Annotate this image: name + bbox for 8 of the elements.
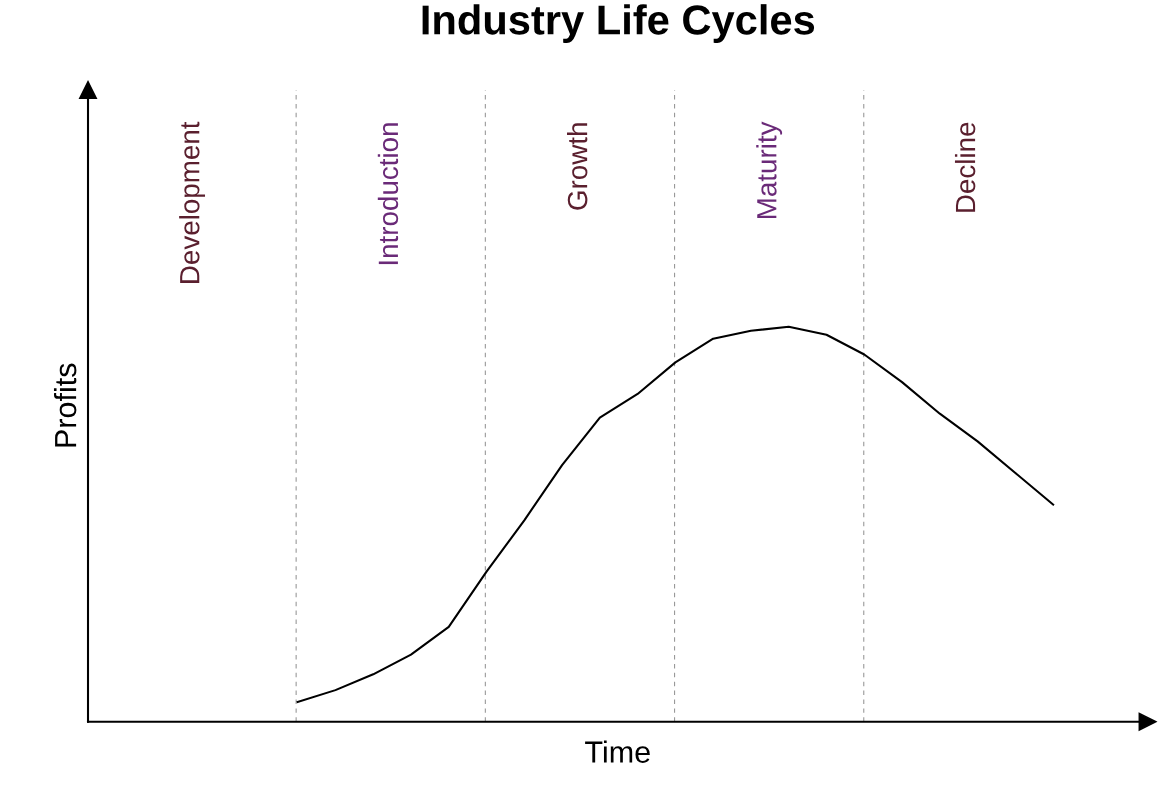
x-axis-title: Time <box>585 740 650 763</box>
text: Development <box>179 121 206 283</box>
text: Decline <box>954 122 976 212</box>
text: Growth <box>567 123 588 210</box>
text: Introduction <box>377 123 399 265</box>
y-axis-title: Profits <box>53 363 77 447</box>
text: Maturity <box>756 121 783 218</box>
chart-title: Industry Life Cycles <box>422 4 815 43</box>
